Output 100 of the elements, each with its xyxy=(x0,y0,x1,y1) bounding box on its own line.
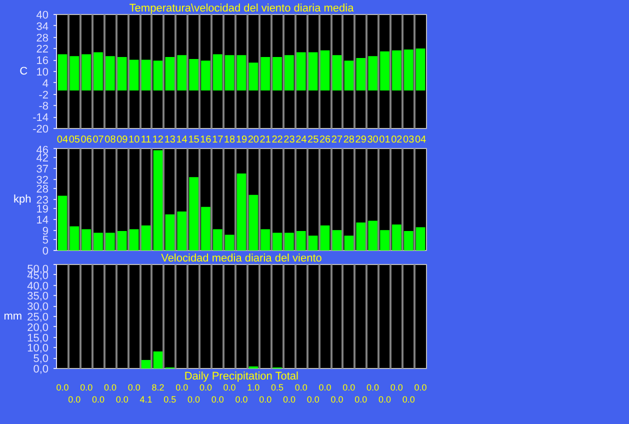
y-tick-label: 10 xyxy=(36,66,49,78)
bar xyxy=(404,49,414,90)
y-tick-label: 14 xyxy=(36,214,49,226)
bar xyxy=(272,232,282,250)
x-tick-label: 19 xyxy=(236,134,248,146)
x-tick-label: 15 xyxy=(188,134,200,146)
y-tick-label: 19 xyxy=(36,203,49,216)
y-tick-label: -20 xyxy=(32,124,49,136)
chart-title: Temperatura\velocidad del viento diaria media xyxy=(129,2,355,14)
y-axis-title: mm xyxy=(4,310,22,322)
data-label: 0.0 xyxy=(211,394,224,404)
bar xyxy=(82,54,91,90)
x-tick-label: 11 xyxy=(140,134,152,146)
bar xyxy=(153,351,163,368)
bar xyxy=(356,58,366,90)
bar xyxy=(332,55,342,90)
x-tick-label: 02 xyxy=(391,134,403,146)
bar xyxy=(260,57,270,90)
data-label: 0.0 xyxy=(80,382,93,392)
x-tick-label: 29 xyxy=(355,134,367,146)
bar xyxy=(129,229,139,250)
data-label: 8.2 xyxy=(152,382,164,392)
data-label: 0.0 xyxy=(188,394,200,404)
data-label: 0.0 xyxy=(92,394,105,404)
bar xyxy=(356,222,366,250)
bar xyxy=(224,234,234,250)
data-label: 0.0 xyxy=(390,382,403,392)
bar xyxy=(129,60,139,90)
data-label: 0.0 xyxy=(199,382,212,392)
y-tick-label: 40,0 xyxy=(27,280,49,292)
y-tick-label: 25,0 xyxy=(27,312,49,324)
bar xyxy=(320,50,330,90)
x-tick-label: 10 xyxy=(128,134,140,146)
data-label: 0.0 xyxy=(56,382,69,392)
bar xyxy=(380,51,390,90)
data-label: 0.0 xyxy=(330,394,344,404)
data-label: 0.5 xyxy=(271,382,284,392)
data-label: 0.0 xyxy=(176,382,188,392)
bar xyxy=(416,227,426,250)
bar xyxy=(153,150,163,250)
bar xyxy=(165,214,175,250)
x-tick-label: 13 xyxy=(164,134,176,146)
y-tick-label: 20,0 xyxy=(27,322,49,334)
x-tick-label: 04 xyxy=(56,134,68,146)
bar xyxy=(141,360,151,368)
y-tick-label: 16 xyxy=(36,55,49,68)
y-tick-label: 42 xyxy=(36,152,49,164)
x-tick-label: 25 xyxy=(308,134,320,146)
x-tick-label: 12 xyxy=(152,134,164,146)
x-tick-label: 21 xyxy=(260,134,272,146)
bar xyxy=(380,230,390,250)
x-tick-label: 30 xyxy=(367,134,379,146)
y-tick-label: 0 xyxy=(42,246,49,258)
x-tick-label: 05 xyxy=(68,134,80,146)
y-tick-label: -14 xyxy=(32,112,49,124)
bar xyxy=(368,220,378,250)
data-label: 0.0 xyxy=(342,382,356,392)
bar xyxy=(308,236,318,250)
x-tick-label: 08 xyxy=(104,134,116,146)
bar xyxy=(248,194,258,250)
data-label: 0.0 xyxy=(259,394,272,404)
data-label: 0.0 xyxy=(402,394,415,404)
y-tick-label: 30,0 xyxy=(27,301,49,314)
bar xyxy=(272,57,282,90)
bar xyxy=(201,206,210,250)
bar xyxy=(236,55,246,90)
bar xyxy=(404,230,414,250)
data-label: 0.0 xyxy=(68,394,81,404)
bar xyxy=(82,229,91,250)
bar xyxy=(58,196,68,250)
bar xyxy=(70,56,80,90)
bar xyxy=(248,62,258,90)
bar xyxy=(189,177,198,250)
x-tick-label: 01 xyxy=(379,134,391,146)
text: Velocidad media diaria del viento xyxy=(161,252,322,264)
data-label: 0.0 xyxy=(282,394,296,404)
y-axis-title: C xyxy=(20,66,28,78)
bar xyxy=(70,226,80,250)
data-label: 0.0 xyxy=(366,382,380,392)
bar xyxy=(368,56,378,90)
x-tick-label: 17 xyxy=(212,134,224,146)
data-label: 0.0 xyxy=(378,394,391,404)
data-label: 0.0 xyxy=(235,394,248,404)
bar xyxy=(284,232,294,250)
y-tick-label: 4 xyxy=(42,78,49,90)
bar xyxy=(344,60,354,90)
y-tick-label: 5 xyxy=(42,234,49,246)
bar xyxy=(332,230,342,250)
x-tick-label: 04 xyxy=(414,134,427,146)
data-label: 0.0 xyxy=(414,382,427,392)
bar xyxy=(284,55,294,90)
x-tick-label: 24 xyxy=(296,134,308,146)
bar xyxy=(189,58,198,90)
bar xyxy=(236,174,246,250)
y-tick-label: 0,0 xyxy=(33,364,49,376)
bar xyxy=(212,229,222,250)
y-tick-label: 35,0 xyxy=(27,290,49,303)
y-tick-label: 15,0 xyxy=(27,332,49,344)
bar xyxy=(117,230,127,250)
x-tick-label: 18 xyxy=(224,134,236,146)
